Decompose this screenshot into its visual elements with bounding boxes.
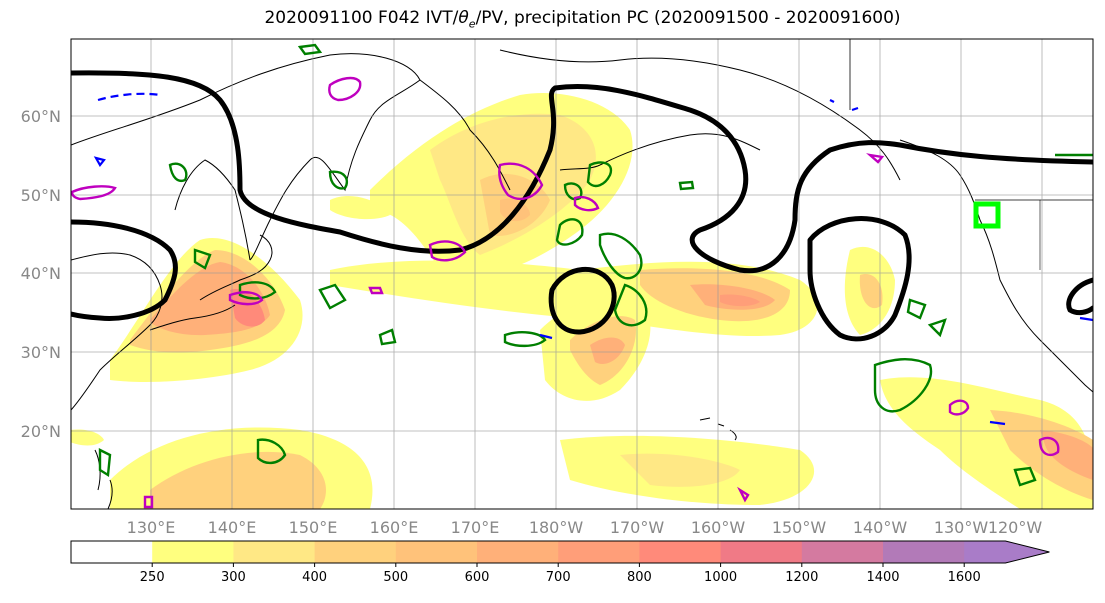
lon-label: 140°W	[853, 518, 908, 537]
pv-green-contours	[98, 43, 1093, 487]
lon-label: 130°W	[934, 518, 989, 537]
lon-label: 180°W	[529, 518, 584, 537]
colorbar-tick-label: 800	[627, 570, 652, 585]
colorbar-swatch	[558, 541, 640, 563]
lon-label: 150°W	[772, 518, 827, 537]
lon-label: 140°E	[208, 518, 257, 537]
lat-label: 30°N	[21, 343, 61, 362]
lat-label: 50°N	[21, 186, 61, 205]
lon-label: 150°E	[289, 518, 338, 537]
colorbar-swatch	[477, 541, 559, 563]
theta-e-contours	[71, 70, 1093, 342]
colorbar-swatch	[639, 541, 722, 563]
colorbar-swatch	[964, 541, 1050, 563]
colorbar-swatch	[71, 541, 153, 563]
colorbar-tick-label: 600	[465, 570, 490, 585]
colorbar-outline	[70, 540, 1050, 564]
lat-labels: 60°N 50°N 40°N 30°N 20°N	[21, 107, 61, 441]
colorbar-tick-label: 1400	[866, 570, 899, 585]
colorbar-tick-label: 1600	[948, 570, 981, 585]
colorbar-tick-label: 250	[140, 570, 165, 585]
colorbar-tick-label: 400	[302, 570, 327, 585]
colorbar-tick-label: 500	[383, 570, 408, 585]
coastlines	[71, 39, 1093, 509]
lon-label: 130°E	[127, 518, 176, 537]
lat-label: 40°N	[21, 264, 61, 283]
pv-magenta-contours	[71, 76, 1060, 509]
map-frame	[70, 38, 1094, 510]
blue-contours	[93, 92, 1093, 426]
colorbar-tick-label: 300	[221, 570, 246, 585]
lon-label: 120°W	[988, 518, 1043, 537]
target-location-box	[973, 201, 1001, 229]
lat-label: 20°N	[21, 422, 61, 441]
colorbar: 250 300 400 500 600 700 800 1000 1200 1400 1600	[70, 540, 1050, 585]
lon-label: 160°W	[691, 518, 746, 537]
lon-labels: 130°E 140°E 150°E 160°E 170°E 180°W 170°…	[127, 518, 1043, 537]
colorbar-tick-label: 1000	[704, 570, 737, 585]
colorbar-swatch	[720, 541, 803, 563]
lat-label: 60°N	[21, 107, 61, 126]
lon-label: 170°W	[610, 518, 665, 537]
colorbar-swatch	[801, 541, 884, 563]
colorbar-swatch	[395, 541, 478, 563]
lon-label: 170°E	[451, 518, 500, 537]
colorbar-swatch	[233, 541, 316, 563]
colorbar-tick-label: 700	[546, 570, 571, 585]
map-title: 2020091100 F042 IVT/θe/PV, precipitation…	[264, 8, 901, 31]
lon-label: 160°E	[370, 518, 419, 537]
colorbar-swatch	[314, 541, 397, 563]
colorbar-swatch	[152, 541, 234, 563]
colorbar-tick-label: 1200	[785, 570, 818, 585]
colorbar-swatch	[883, 541, 965, 563]
